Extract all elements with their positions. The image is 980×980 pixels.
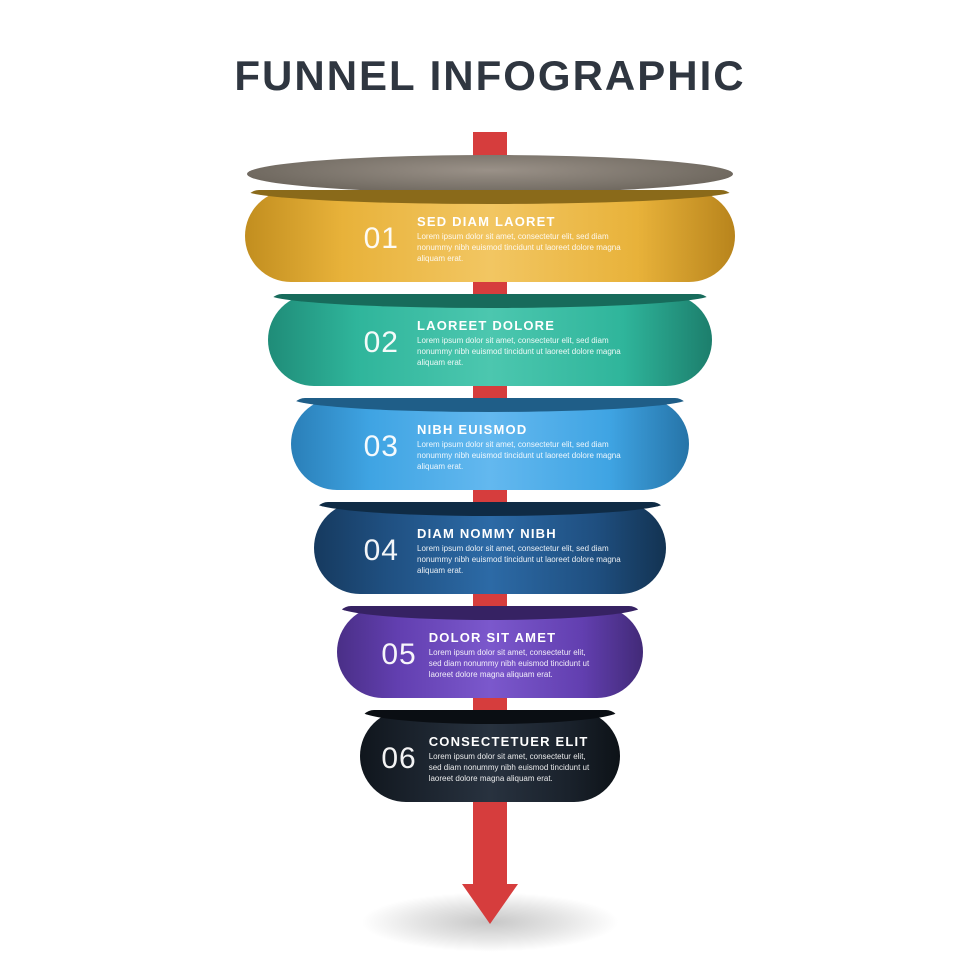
band-text: LAOREET DOLORE Lorem ipsum dolor sit amet…: [417, 318, 627, 368]
band-number: 06: [381, 742, 416, 776]
band-content: 06 CONSECTETUER ELIT Lorem ipsum dolor sit…: [360, 734, 620, 784]
infographic-canvas: FUNNEL INFOGRAPHIC 01 SED DIAM LAORET Lore…: [0, 0, 980, 980]
band-rim: [360, 710, 620, 724]
band-subtext: Lorem ipsum dolor sit amet, consectetur …: [429, 648, 599, 680]
band-heading: DIAM NOMMY NIBH: [417, 526, 627, 541]
funnel-band-3: 03 NIBH EUISMOD Lorem ipsum dolor sit amet…: [291, 398, 689, 490]
band-text: NIBH EUISMOD Lorem ipsum dolor sit amet, …: [417, 422, 627, 472]
band-rim: [291, 398, 689, 412]
band-heading: CONSECTETUER ELIT: [429, 734, 599, 749]
band-text: SED DIAM LAORET Lorem ipsum dolor sit ame…: [417, 214, 627, 264]
band-heading: NIBH EUISMOD: [417, 422, 627, 437]
band-subtext: Lorem ipsum dolor sit amet, consectetur …: [417, 336, 627, 368]
band-text: CONSECTETUER ELIT Lorem ipsum dolor sit a…: [429, 734, 599, 784]
band-heading: LAOREET DOLORE: [417, 318, 627, 333]
band-rim: [245, 190, 735, 204]
band-number: 03: [353, 430, 399, 464]
funnel-band-2: 02 LAOREET DOLORE Lorem ipsum dolor sit am…: [268, 294, 712, 386]
band-text: DIAM NOMMY NIBH Lorem ipsum dolor sit ame…: [417, 526, 627, 576]
band-rim: [337, 606, 643, 620]
band-number: 05: [381, 638, 416, 672]
funnel-band-4: 04 DIAM NOMMY NIBH Lorem ipsum dolor sit a…: [314, 502, 666, 594]
band-subtext: Lorem ipsum dolor sit amet, consectetur …: [429, 752, 599, 784]
band-number: 01: [353, 222, 399, 256]
funnel-band-1: 01 SED DIAM LAORET Lorem ipsum dolor sit a…: [245, 190, 735, 282]
band-content: 02 LAOREET DOLORE Lorem ipsum dolor sit am…: [268, 318, 712, 368]
band-subtext: Lorem ipsum dolor sit amet, consectetur …: [417, 544, 627, 576]
funnel-band-6: 06 CONSECTETUER ELIT Lorem ipsum dolor sit…: [360, 710, 620, 802]
band-content: 04 DIAM NOMMY NIBH Lorem ipsum dolor sit a…: [314, 526, 666, 576]
arrow-head-icon: [462, 884, 518, 924]
band-content: 05 DOLOR SIT AMET Lorem ipsum dolor sit am…: [337, 630, 643, 680]
band-number: 04: [353, 534, 399, 568]
band-rim: [268, 294, 712, 308]
band-subtext: Lorem ipsum dolor sit amet, consectetur …: [417, 440, 627, 472]
band-content: 03 NIBH EUISMOD Lorem ipsum dolor sit amet…: [291, 422, 689, 472]
funnel-top-rim-ellipse: [247, 155, 733, 193]
band-heading: DOLOR SIT AMET: [429, 630, 599, 645]
band-text: DOLOR SIT AMET Lorem ipsum dolor sit amet…: [429, 630, 599, 680]
band-rim: [314, 502, 666, 516]
band-subtext: Lorem ipsum dolor sit amet, consectetur …: [417, 232, 627, 264]
band-content: 01 SED DIAM LAORET Lorem ipsum dolor sit a…: [245, 214, 735, 264]
page-title: FUNNEL INFOGRAPHIC: [0, 52, 980, 100]
band-number: 02: [353, 326, 399, 360]
band-heading: SED DIAM LAORET: [417, 214, 627, 229]
funnel-band-5: 05 DOLOR SIT AMET Lorem ipsum dolor sit am…: [337, 606, 643, 698]
